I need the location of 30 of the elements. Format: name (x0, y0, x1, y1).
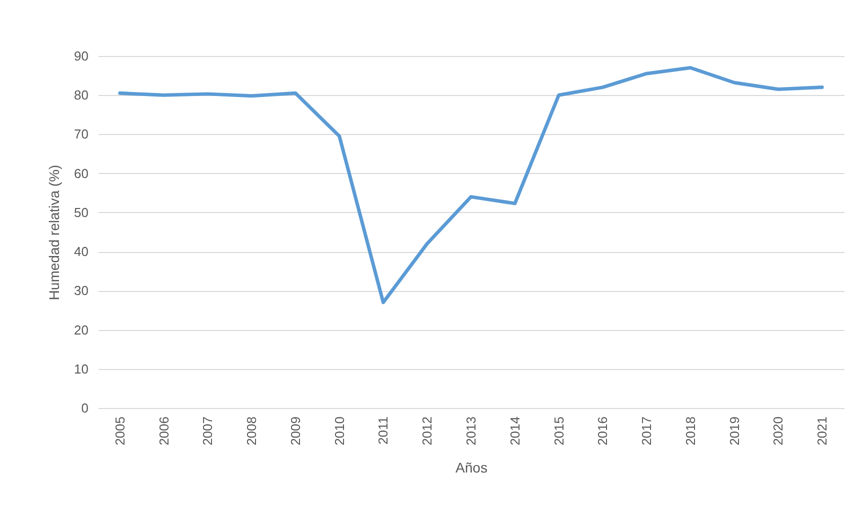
x-tick-label: 2021 (814, 416, 830, 446)
x-axis-title: Años (456, 459, 488, 476)
x-tick-label: 2013 (464, 416, 478, 446)
x-tick-label: 2016 (595, 416, 610, 446)
x-tick-label: 2008 (244, 416, 260, 446)
y-tick-label: 30 (74, 283, 88, 298)
y-tick-label: 40 (74, 244, 88, 260)
x-tick-label: 2017 (639, 416, 654, 446)
x-tick-label: 2018 (682, 416, 698, 446)
y-tick-label: 10 (74, 361, 88, 376)
y-tick-label: 0 (81, 400, 88, 416)
x-tick-label: 2012 (420, 416, 435, 446)
x-tick-label: 2005 (112, 416, 128, 446)
x-tick-label: 2010 (332, 416, 347, 446)
line-series (118, 66, 824, 304)
y-tick-label: 90 (74, 48, 88, 64)
y-tick-label: 20 (74, 322, 88, 338)
y-tick-label: 70 (74, 126, 88, 142)
x-tick-label: 2019 (726, 416, 742, 446)
y-tick-label: 80 (74, 88, 88, 103)
y-tick-label: 60 (74, 166, 88, 181)
x-tick-label: 2006 (156, 416, 172, 446)
y-axis-title: Humedad relativa (%) (46, 164, 62, 300)
x-tick-label: 2015 (551, 416, 566, 446)
x-tick-label: 2007 (200, 416, 216, 446)
x-tick-label: 2009 (288, 416, 303, 446)
x-tick-label: 2020 (770, 416, 786, 446)
x-tick-label: 2014 (507, 416, 522, 446)
x-tick-label: 2011 (376, 416, 391, 444)
y-tick-label: 50 (74, 204, 88, 220)
